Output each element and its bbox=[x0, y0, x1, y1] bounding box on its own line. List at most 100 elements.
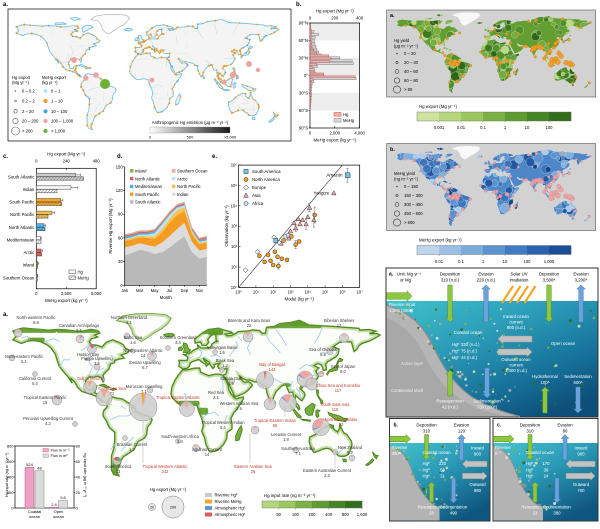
svg-text:2,500: 2,500 bbox=[61, 291, 72, 296]
svg-text:Active layer: Active layer bbox=[401, 361, 424, 366]
svg-text:3,200ᴬ: 3,200ᴬ bbox=[575, 278, 588, 283]
svg-text:Amazon: Amazon bbox=[326, 173, 343, 178]
svg-text:(kg yr⁻¹): (kg yr⁻¹) bbox=[42, 80, 58, 85]
svg-text:100 – 1,000: 100 – 1,000 bbox=[51, 119, 74, 124]
svg-text:4,000: 4,000 bbox=[354, 131, 365, 136]
svg-text:400: 400 bbox=[325, 512, 333, 517]
svg-text:10⁰: 10⁰ bbox=[235, 290, 242, 295]
svg-text:Deposition: Deposition bbox=[440, 272, 461, 277]
svg-text:Hg export (Mg yr⁻¹): Hg export (Mg yr⁻¹) bbox=[419, 104, 457, 109]
svg-text:5.4: 5.4 bbox=[32, 381, 38, 386]
svg-text:Mediterranean: Mediterranean bbox=[7, 237, 35, 242]
svg-text:60°S: 60°S bbox=[299, 108, 308, 113]
svg-text:Model (kg yr⁻¹): Model (kg yr⁻¹) bbox=[284, 297, 314, 302]
svg-text:or Mg: or Mg bbox=[400, 278, 412, 283]
svg-text:10²: 10² bbox=[270, 290, 277, 295]
svg-text:80: 80 bbox=[76, 444, 81, 449]
svg-text:Inward ocean: Inward ocean bbox=[503, 314, 529, 319]
svg-text:0.01: 0.01 bbox=[457, 125, 466, 130]
svg-text:Hg: Hg bbox=[78, 270, 84, 275]
svg-text:Africa: Africa bbox=[252, 201, 264, 206]
svg-text:480: 480 bbox=[93, 159, 101, 164]
svg-text:MeHg: MeHg bbox=[78, 276, 90, 281]
svg-text:Hg: Hg bbox=[343, 112, 349, 117]
svg-text:Hg input rate (ng m⁻² yr⁻¹): Hg input rate (ng m⁻² yr⁻¹) bbox=[5, 452, 9, 497]
svg-text:irradiation: irradiation bbox=[510, 278, 529, 283]
svg-text:Deposition: Deposition bbox=[520, 423, 541, 428]
svg-text:(µg m⁻² yr⁻¹): (µg m⁻² yr⁻¹) bbox=[394, 44, 419, 49]
svg-text:> 200: > 200 bbox=[22, 129, 33, 134]
svg-text:May: May bbox=[151, 288, 160, 293]
svg-text:c.: c. bbox=[497, 423, 502, 429]
svg-text:13: 13 bbox=[116, 469, 121, 474]
svg-text:800: 800 bbox=[342, 512, 350, 517]
svg-text:MeHg: MeHg bbox=[343, 118, 355, 123]
svg-text:2.1: 2.1 bbox=[76, 328, 82, 333]
svg-text:MeHg export (kg yr⁻¹): MeHg export (kg yr⁻¹) bbox=[419, 238, 462, 243]
svg-text:10⁴: 10⁴ bbox=[231, 203, 238, 208]
svg-text:1,600: 1,600 bbox=[357, 512, 368, 517]
svg-text:100: 100 bbox=[546, 125, 554, 130]
svg-text:ocean: ocean bbox=[29, 514, 40, 519]
svg-text:Asia: Asia bbox=[252, 193, 261, 198]
svg-text:Hgᴵᴵ: Hgᴵᴵ bbox=[423, 474, 430, 479]
svg-text:Jan: Jan bbox=[121, 288, 128, 293]
svg-text:730 (200ᴬ): 730 (200ᴬ) bbox=[477, 405, 498, 410]
svg-text:Hg yield: Hg yield bbox=[394, 38, 410, 43]
svg-text:Southern Ocean: Southern Ocean bbox=[177, 169, 208, 174]
svg-text:2.3: 2.3 bbox=[324, 473, 330, 478]
svg-text:Hg input rate (ng m⁻² yr⁻¹): Hg input rate (ng m⁻² yr⁻¹) bbox=[264, 493, 316, 498]
svg-text:4.2: 4.2 bbox=[45, 421, 51, 426]
svg-text:6.7: 6.7 bbox=[142, 365, 148, 370]
svg-text:Hgᴵᴵ: Hgᴵᴵ bbox=[452, 355, 459, 360]
svg-text:490: 490 bbox=[450, 511, 458, 516]
svg-text:80: 80 bbox=[563, 429, 568, 434]
svg-text:450 – 600: 450 – 600 bbox=[404, 211, 423, 216]
svg-text:200: 200 bbox=[331, 16, 339, 21]
svg-text:10: 10 bbox=[503, 259, 508, 264]
svg-text:8.0: 8.0 bbox=[340, 369, 346, 374]
svg-text:Observation (kg yr⁻¹): Observation (kg yr⁻¹) bbox=[224, 205, 229, 247]
svg-text:Indian: Indian bbox=[177, 192, 189, 197]
svg-text:Hydrothermal: Hydrothermal bbox=[532, 374, 558, 379]
svg-text:Resuspension: Resuspension bbox=[436, 399, 464, 404]
svg-text:current: current bbox=[509, 320, 523, 325]
svg-text:Hg input rate (µg m⁻² yr⁻¹): Hg input rate (µg m⁻² yr⁻¹) bbox=[83, 453, 87, 498]
svg-text:20 – 200: 20 – 200 bbox=[22, 119, 39, 124]
svg-text:10⁴: 10⁴ bbox=[305, 290, 312, 295]
svg-text:30: 30 bbox=[118, 259, 123, 264]
svg-text:1,000: 1,000 bbox=[544, 259, 555, 264]
svg-text:600ᴬ: 600ᴬ bbox=[573, 380, 582, 385]
svg-text:Outward: Outward bbox=[469, 482, 486, 487]
svg-text:Hgᴾ: Hgᴾ bbox=[526, 461, 533, 466]
svg-text:5.4: 5.4 bbox=[220, 425, 226, 430]
svg-text:31: 31 bbox=[440, 474, 445, 479]
svg-text:1,300 (n.d.): 1,300 (n.d.) bbox=[505, 368, 528, 373]
svg-text:10⁵: 10⁵ bbox=[231, 183, 238, 188]
svg-text:60°N: 60°N bbox=[299, 38, 308, 43]
svg-text:Coastal ocean: Coastal ocean bbox=[526, 450, 555, 455]
svg-text:b.: b. bbox=[390, 147, 395, 153]
svg-text:3,500ᴬ: 3,500ᴬ bbox=[543, 278, 556, 283]
svg-text:Inland: Inland bbox=[135, 169, 147, 174]
svg-text:Outward: Outward bbox=[573, 482, 590, 487]
svg-text:Deposition: Deposition bbox=[416, 423, 437, 428]
svg-text:d.: d. bbox=[117, 154, 123, 160]
svg-text:1.6: 1.6 bbox=[130, 340, 136, 345]
svg-text:10⁶: 10⁶ bbox=[339, 290, 346, 295]
svg-text:0 – 1: 0 – 1 bbox=[51, 89, 61, 94]
svg-text:300ᴬ: 300ᴬ bbox=[392, 451, 401, 456]
svg-text:b.: b. bbox=[296, 2, 302, 8]
svg-text:320 (n.d.): 320 (n.d.) bbox=[461, 342, 480, 347]
svg-text:Month: Month bbox=[160, 295, 173, 300]
svg-text:900: 900 bbox=[577, 452, 585, 457]
svg-text:0.001: 0.001 bbox=[434, 125, 445, 130]
svg-text:North Pacific: North Pacific bbox=[10, 212, 35, 217]
svg-text:120: 120 bbox=[458, 429, 466, 434]
svg-text:Anthropogenic Hg emission (µg: Anthropogenic Hg emission (µg m⁻² yr⁻¹) bbox=[152, 120, 229, 125]
svg-text:Coastal ocean: Coastal ocean bbox=[454, 330, 483, 335]
svg-text:50: 50 bbox=[440, 467, 445, 472]
svg-text:Evasion: Evasion bbox=[454, 423, 470, 428]
svg-text:0°: 0° bbox=[304, 73, 308, 78]
svg-text:Sedimentation: Sedimentation bbox=[473, 399, 501, 404]
